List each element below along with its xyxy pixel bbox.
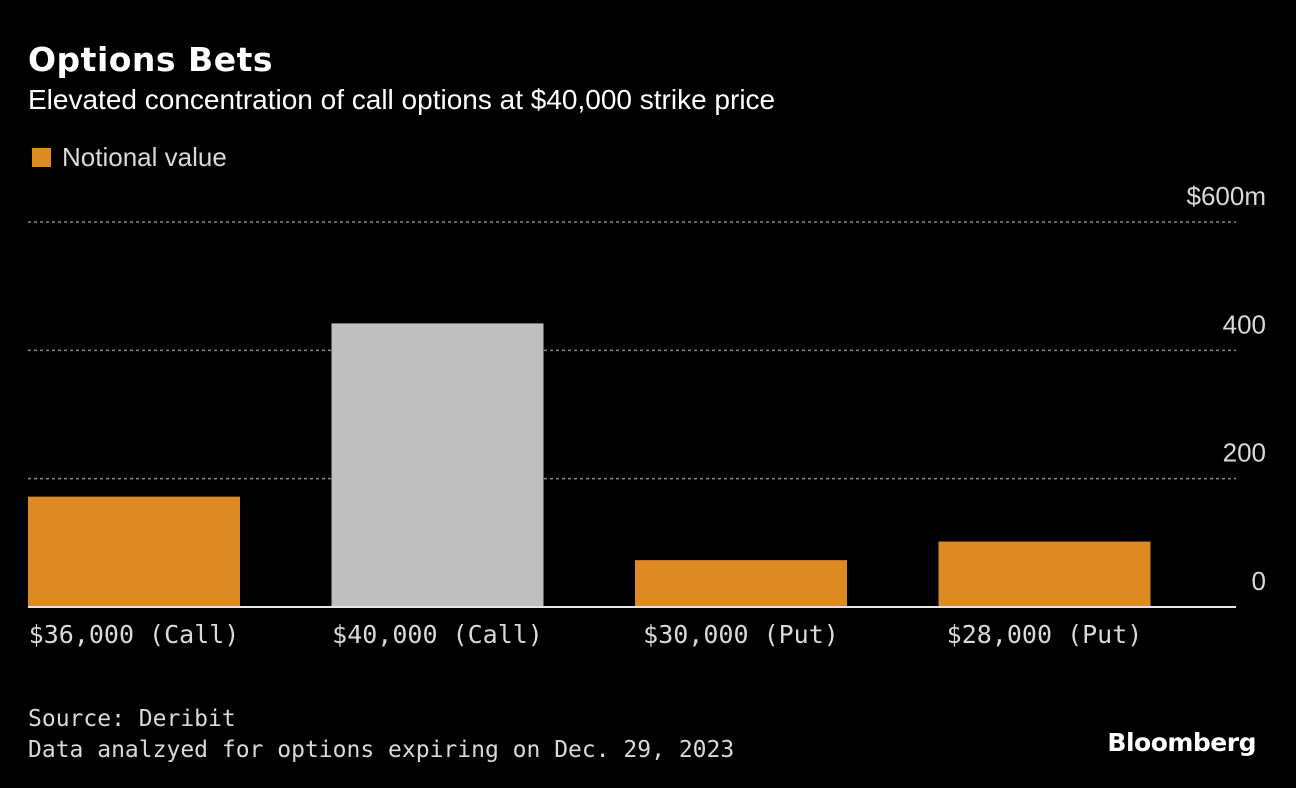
source-notes: Source: Deribit Data analzyed for option…: [28, 704, 734, 766]
bar: [28, 496, 240, 607]
data-note: Data analzyed for options expiring on De…: [28, 737, 735, 763]
x-tick-label: $40,000 (Call): [332, 620, 543, 649]
y-tick-label: 0: [1252, 566, 1266, 596]
y-tick-label: 200: [1223, 438, 1266, 468]
chart-title: Options Bets: [28, 40, 274, 79]
legend-label: Notional value: [62, 142, 227, 172]
x-tick-label: $30,000 (Put): [643, 620, 839, 649]
x-tick-label: $28,000 (Put): [947, 620, 1143, 649]
legend-swatch: [32, 148, 51, 167]
bloomberg-logo: Bloomberg: [1107, 728, 1256, 757]
bar: [938, 541, 1151, 607]
y-tick-label: 400: [1223, 309, 1266, 339]
chart-subtitle: Elevated concentration of call options a…: [28, 84, 776, 115]
source-text: Source: Deribit: [28, 706, 236, 732]
bar: [635, 560, 847, 607]
y-tick-label: $600m: [1187, 181, 1267, 211]
x-tick-label: $36,000 (Call): [29, 620, 240, 649]
bar: [331, 323, 544, 607]
legend: Notional value: [32, 142, 227, 173]
